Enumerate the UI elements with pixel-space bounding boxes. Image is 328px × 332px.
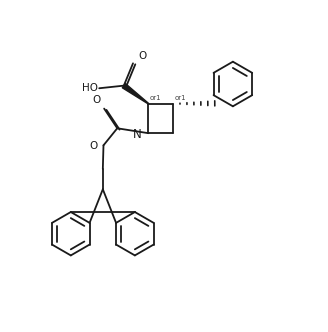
Text: or1: or1 [150, 95, 162, 101]
Text: N: N [133, 128, 142, 141]
Text: or1: or1 [174, 95, 186, 101]
Text: O: O [92, 95, 100, 105]
Text: O: O [138, 51, 146, 61]
Polygon shape [122, 84, 149, 104]
Text: O: O [89, 141, 98, 151]
Text: HO: HO [82, 83, 98, 93]
